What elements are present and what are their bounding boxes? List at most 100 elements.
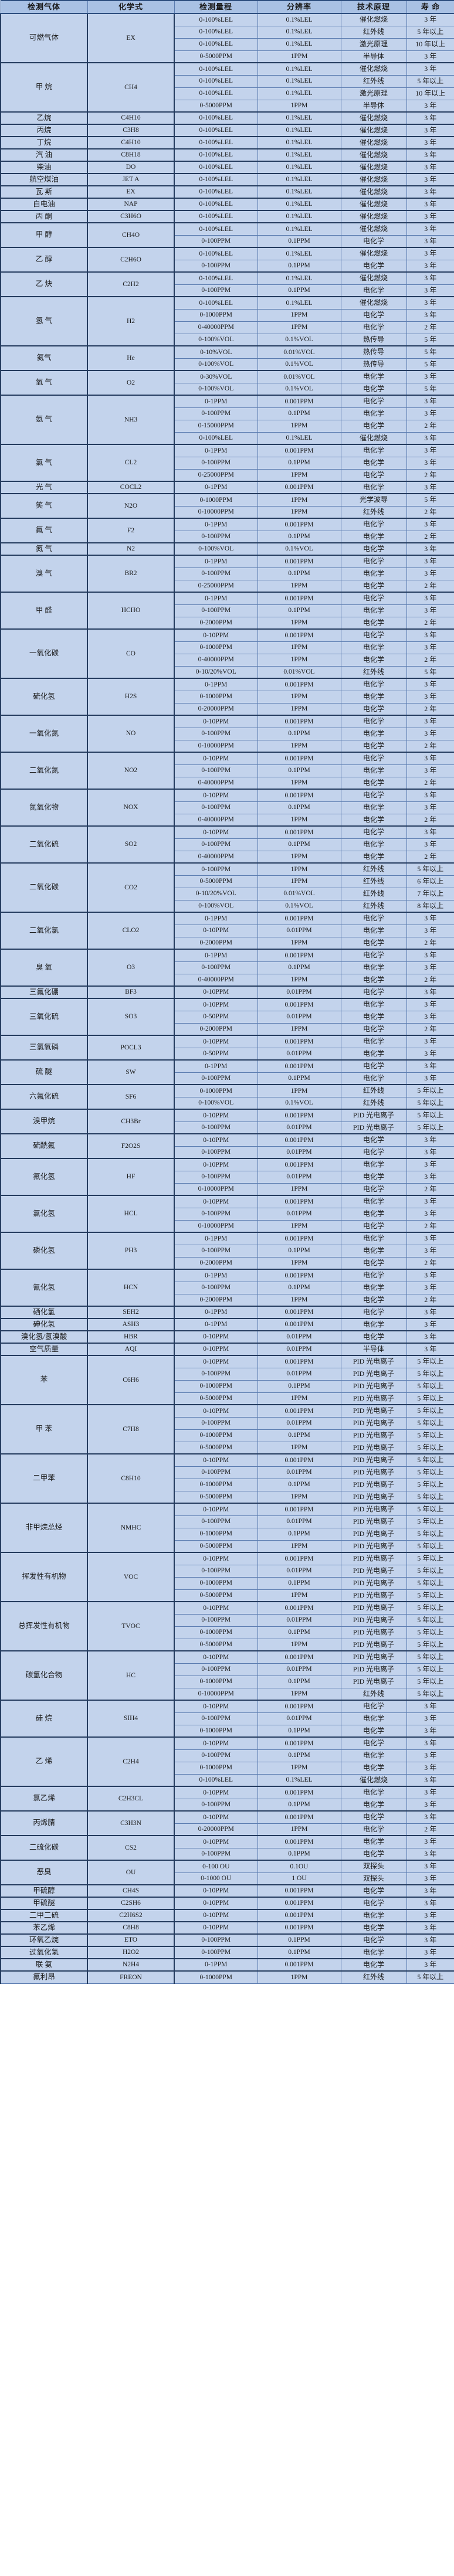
table-row: 氨 气 NH3 0-1PPM 0.001PPM 电化学 3 年 [0,395,454,445]
table-row: 0-100PPM 0.01PPM PID 光电离子 5 年以上 [1,1613,454,1627]
chemical-formula-cell: SEH2 [87,1306,175,1319]
chemical-formula-cell: N2H4 [87,1958,175,1972]
resolution-cell: 0.1%VOL [257,542,341,556]
resolution-cell: 0.001PPM [257,678,341,691]
gas-name-cell: 汽 油 [0,148,88,162]
table-row: 0-1000PPM 0.1PPM PID 光电离子 5 年以上 [1,1478,454,1491]
lifetime-cell: 3 年 [406,235,454,248]
chemical-formula-cell: NO [87,715,175,753]
resolution-cell: 1PPM [257,1687,341,1701]
lifetime-cell: 2 年 [406,973,454,987]
technology-cell: 半导体 [340,50,407,63]
resolution-cell: 0.1%LEL [257,296,341,310]
technology-cell: 电化学 [340,1736,407,1750]
detection-range-cell: 0-10000PPM [174,739,258,753]
technology-cell: 电化学 [340,998,407,1011]
detection-range-cell: 0-40000PPM [174,973,258,987]
technology-cell: 电化学 [340,949,407,962]
resolution-cell: 0.001PPM [257,789,341,802]
resolution-cell: 0.001PPM [257,1700,341,1713]
lifetime-cell: 5 年以上 [406,1613,454,1627]
detection-range-cell: 0-10%VOL [174,345,258,359]
resolution-cell: 0.001PPM [257,518,341,531]
resolution-cell: 0.1PPM [257,259,341,273]
detection-range-cell: 0-100%LEL [174,136,258,149]
chemical-formula-cell: C8H18 [87,148,175,162]
technology-cell: 催化燃烧 [340,148,407,162]
table-row: 0-100%LEL 0.1%LEL 催化燃烧 3 年 [1,1773,454,1787]
resolution-cell: 0.01PPM [257,1121,341,1134]
table-row: 0-50PPM 0.01PPM 电化学 3 年 [1,1010,454,1024]
technology-cell: 电化学 [340,308,407,322]
detection-range-cell: 0-100%VOL [174,382,258,396]
detection-range-cell: 0-1000PPM [174,493,258,507]
resolution-cell: 0.001PPM [257,592,341,605]
table-row: 丙烯腈 C3H3N 0-10PPM 0.001PPM 电化学 3 年 [0,1810,454,1836]
lifetime-cell: 2 年 [406,1823,454,1836]
detection-range-cell: 0-1000PPM [174,308,258,322]
technology-cell: 电化学 [340,1884,407,1898]
lifetime-cell: 3 年 [406,752,454,765]
table-row: 0-100PPM 0.1PPM 电化学 3 年 [1,838,454,851]
lifetime-cell: 3 年 [406,1847,454,1861]
lifetime-cell: 2 年 [406,1182,454,1196]
lifetime-cell: 3 年 [406,1306,454,1319]
table-row: 0-100PPM 0.01PPM PID 光电离子 5 年以上 [1,1367,454,1381]
table-row: 0-100PPM 0.1PPM 电化学 3 年 [1,567,454,580]
lifetime-cell: 5 年以上 [406,1515,454,1528]
technology-cell: 电化学 [340,1133,407,1147]
technology-cell: 电化学 [340,419,407,433]
table-row: 0-100PPM 0.1PPM 电化学 3 年 [1,961,454,974]
resolution-cell: 0.001PPM [257,715,341,728]
technology-cell: 电化学 [340,641,407,654]
detection-range-cell: 0-100PPM [174,567,258,580]
table-row: 0-100PPM 0.01PPM PID 光电离子 5 年以上 [1,1515,454,1528]
lifetime-cell: 3 年 [406,185,454,199]
table-row: 硫酰氟 F2O2S 0-10PPM 0.001PPM 电化学 3 年 [0,1133,454,1159]
detection-range-cell: 0-2000PPM [174,936,258,950]
technology-cell: PID 光电离子 [340,1416,407,1430]
gas-name-cell: 三氯氧磷 [0,1035,88,1061]
technology-cell: 电化学 [340,690,407,704]
technology-cell: PID 光电离子 [340,1404,407,1418]
table-row: 二氧化硫 SO2 0-10PPM 0.001PPM 电化学 3 年 [0,825,454,864]
table-row: 溴化氢/氢溴酸 HBR 0-10PPM 0.01PPM 电化学 3 年 [0,1330,454,1344]
lifetime-cell: 3 年 [406,1884,454,1898]
resolution-cell: 0.1PPM [257,1675,341,1688]
table-row: 0-100PPM 0.01PPM PID 光电离子 5 年以上 [1,1663,454,1676]
lifetime-cell: 2 年 [406,419,454,433]
detection-range-cell: 0-1PPM [174,1269,258,1282]
gas-name-cell: 氟化氢 [0,1158,88,1196]
detection-range-cell: 0-10PPM [174,1035,258,1048]
gas-name-cell: 过氧化氢 [0,1946,88,1959]
detection-range-cell: 0-10PPM [174,1897,258,1910]
table-row: 0-100%VOL 0.1%VOL 红外线 8 年以上 [1,899,454,913]
technology-cell: 激光原理 [340,87,407,100]
lifetime-cell: 5 年以上 [406,1109,454,1122]
gas-name-cell: 六氟化硫 [0,1084,88,1110]
table-row: 丙烷 C3H8 0-100%LEL 0.1%LEL 催化燃烧 3 年 [0,124,454,137]
detection-range-cell: 0-100 OU [174,1860,258,1873]
resolution-cell: 0.001PPM [257,1552,341,1565]
resolution-cell: 0.001PPM [257,1897,341,1910]
technology-cell: 电化学 [340,259,407,273]
lifetime-cell: 5 年 [406,358,454,371]
chemical-formula-cell: C2SH6 [87,1897,175,1910]
detection-range-cell: 0-100PPM [174,530,258,543]
detection-range-cell: 0-20000PPM [174,702,258,716]
technology-cell: 电化学 [340,1700,407,1713]
technology-cell: 电化学 [340,702,407,716]
detection-range-cell: 0-5000PPM [174,50,258,63]
table-row: 0-20000PPM 1PPM 电化学 2 年 [1,1823,454,1836]
detection-range-cell: 0-15000PPM [174,419,258,433]
detection-range-cell: 0-1PPM [174,555,258,568]
lifetime-cell: 5 年以上 [406,1626,454,1639]
lifetime-cell: 3 年 [406,444,454,457]
table-row: 乙 烯 C2H4 0-10PPM 0.001PPM 电化学 3 年 [0,1736,454,1787]
detection-range-cell: 0-1PPM [174,912,258,925]
resolution-cell: 1PPM [257,936,341,950]
lifetime-cell: 3 年 [406,1872,454,1885]
detection-range-cell: 0-1PPM [174,481,258,494]
detection-range-cell: 0-100PPM [174,1933,258,1947]
gas-name-cell: 苯乙烯 [0,1921,88,1935]
